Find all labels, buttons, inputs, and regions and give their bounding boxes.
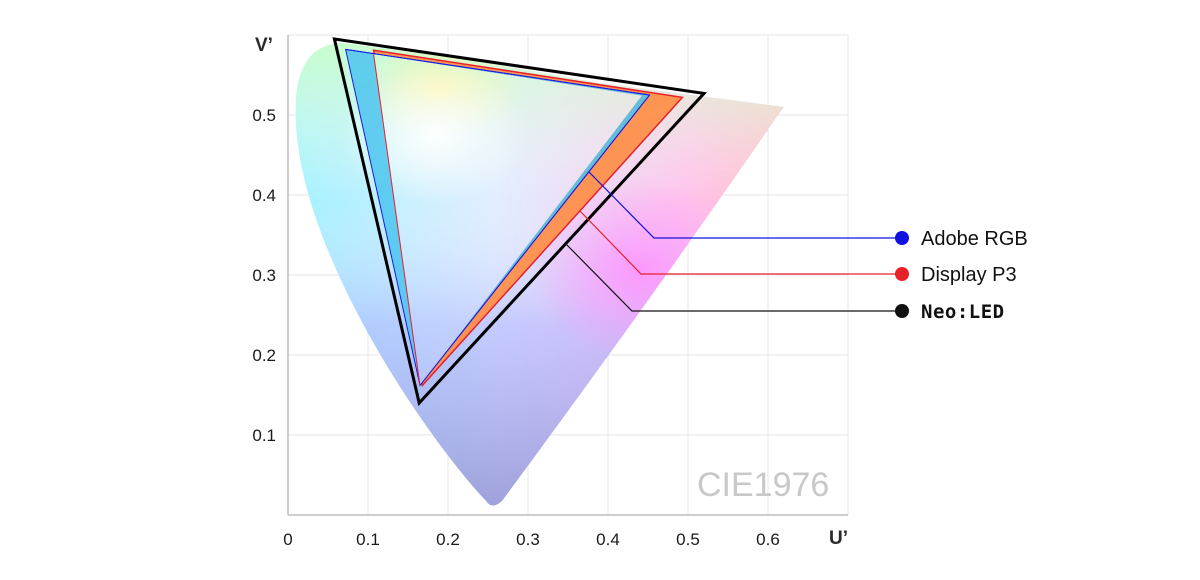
neo-led-triangle	[332, 37, 708, 407]
x-tick-label: 0.5	[676, 530, 700, 549]
legend-leader-line	[588, 171, 902, 239]
legend: Adobe RGB Display P3 Neo:LED	[565, 171, 1028, 323]
legend-label: Display P3	[921, 264, 1017, 286]
y-tick-label: 0.4	[252, 186, 276, 205]
legend-leader-line	[579, 210, 902, 275]
axes	[287, 35, 848, 516]
legend-label: Adobe RGB	[921, 228, 1028, 250]
y-axis-title: V’	[255, 35, 273, 56]
legend-marker	[895, 231, 909, 245]
x-tick-label: 0.3	[516, 530, 540, 549]
x-tick-label: 0.2	[436, 530, 460, 549]
legend-marker	[895, 267, 909, 281]
legend-label: Neo:LED	[921, 301, 1005, 323]
x-tick-label: 0.6	[756, 530, 780, 549]
x-tick-label: 0.1	[356, 530, 380, 549]
y-tick-label: 0.1	[252, 426, 276, 445]
display-p3-inner-edge	[373, 54, 421, 386]
y-tick-label: 0.3	[252, 266, 276, 285]
tick-labels: 0 0.1 0.2 0.3 0.4 0.5 0.6 0.1 0.2 0.3 0.4 0.5	[252, 106, 779, 549]
adobe-rgb-right-edge	[419, 94, 650, 386]
x-tick-label: 0	[283, 530, 292, 549]
legend-leader-line	[565, 243, 902, 312]
x-tick-label: 0.4	[596, 530, 620, 549]
x-axis-title: U’	[829, 528, 848, 549]
adobe-rgb-top-edge	[345, 48, 650, 96]
legend-marker	[895, 304, 909, 318]
y-tick-label: 0.2	[252, 346, 276, 365]
y-tick-label: 0.5	[252, 106, 276, 125]
cie1976-watermark: CIE1976	[697, 466, 829, 504]
